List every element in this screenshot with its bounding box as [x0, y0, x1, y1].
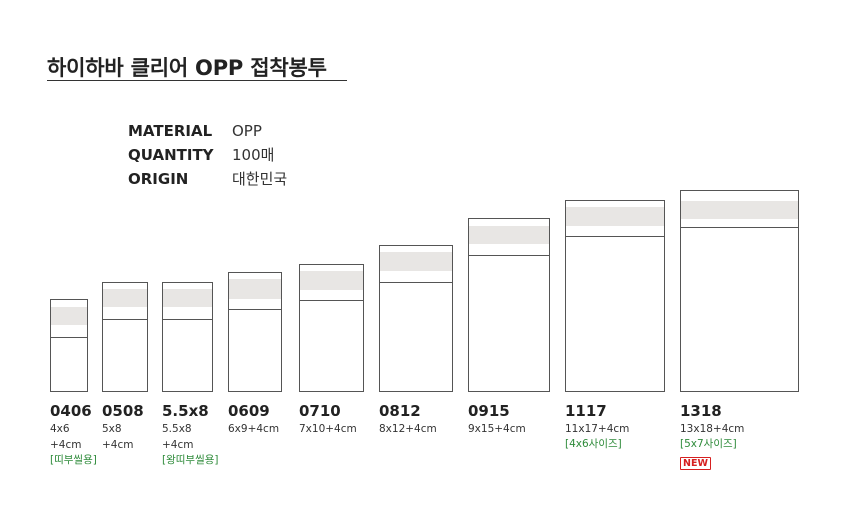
product-note: [왕띠부씰용] [162, 454, 219, 466]
product-code: 0508 [102, 402, 144, 420]
product-dimension: 7x10+4cm [299, 423, 357, 435]
product-dimension: 8x12+4cm [379, 423, 437, 435]
spec-value: 100매 [232, 146, 275, 164]
title-underline [47, 80, 347, 81]
product-code: 0406 [50, 402, 92, 420]
spec-row-origin: ORIGIN 대한민국 [128, 167, 287, 191]
bag-1318 [680, 190, 799, 392]
product-dimension: 13x18+4cm [680, 423, 745, 435]
product-label-5-5x8: 5.5x8 5.5x8 +4cm [왕띠부씰용] [162, 402, 219, 467]
bag-0406 [50, 299, 88, 392]
product-dimension-extra: +4cm [50, 439, 82, 451]
product-label-0508: 0508 5x8 +4cm [102, 402, 144, 452]
product-label-1318: 1318 13x18+4cm [5x7사이즈] NEW [680, 402, 744, 470]
product-label-1117: 1117 11x17+4cm [4x6사이즈] [565, 402, 629, 451]
product-dimension-extra: +4cm [102, 439, 134, 451]
product-label-0609: 0609 6x9+4cm [228, 402, 279, 436]
bag-0812 [379, 245, 453, 392]
product-code: 0710 [299, 402, 341, 420]
product-code: 5.5x8 [162, 402, 209, 420]
product-dimension-extra: +4cm [162, 439, 194, 451]
bag-0609 [228, 272, 282, 392]
spec-row-material: MATERIAL OPP [128, 119, 287, 143]
spec-label: MATERIAL [128, 122, 213, 140]
product-code: 0812 [379, 402, 421, 420]
spec-value: OPP [232, 122, 262, 140]
bag-0710 [299, 264, 364, 392]
product-dimension: 5x8 [102, 423, 122, 435]
page-title: 하이하바 클리어 OPP 접착봉투 [47, 56, 327, 80]
spec-list: MATERIAL OPP QUANTITY 100매 ORIGIN 대한민국 [128, 119, 287, 191]
product-code: 0915 [468, 402, 510, 420]
spec-value: 대한민국 [232, 170, 288, 188]
spec-row-quantity: QUANTITY 100매 [128, 143, 287, 167]
product-code: 0609 [228, 402, 270, 420]
product-dimension: 4x6 [50, 423, 70, 435]
product-dimension: 11x17+4cm [565, 423, 630, 435]
new-badge: NEW [680, 457, 711, 470]
bag-1117 [565, 200, 665, 392]
product-dimension: 5.5x8 [162, 423, 192, 435]
product-label-0915: 0915 9x15+4cm [468, 402, 526, 436]
bag-0508 [102, 282, 148, 392]
product-label-0406: 0406 4x6 +4cm [띠부씰용] [50, 402, 97, 467]
product-code: 1117 [565, 402, 607, 420]
bag-5-5x8 [162, 282, 213, 392]
product-dimension: 9x15+4cm [468, 423, 526, 435]
bag-0915 [468, 218, 550, 392]
spec-label: QUANTITY [128, 146, 214, 164]
product-note: [띠부씰용] [50, 454, 97, 466]
product-note: [5x7사이즈] [680, 438, 737, 450]
product-note: [4x6사이즈] [565, 438, 622, 450]
spec-label: ORIGIN [128, 170, 189, 188]
product-label-0812: 0812 8x12+4cm [379, 402, 437, 436]
product-label-0710: 0710 7x10+4cm [299, 402, 357, 436]
product-code: 1318 [680, 402, 722, 420]
product-dimension: 6x9+4cm [228, 423, 280, 435]
